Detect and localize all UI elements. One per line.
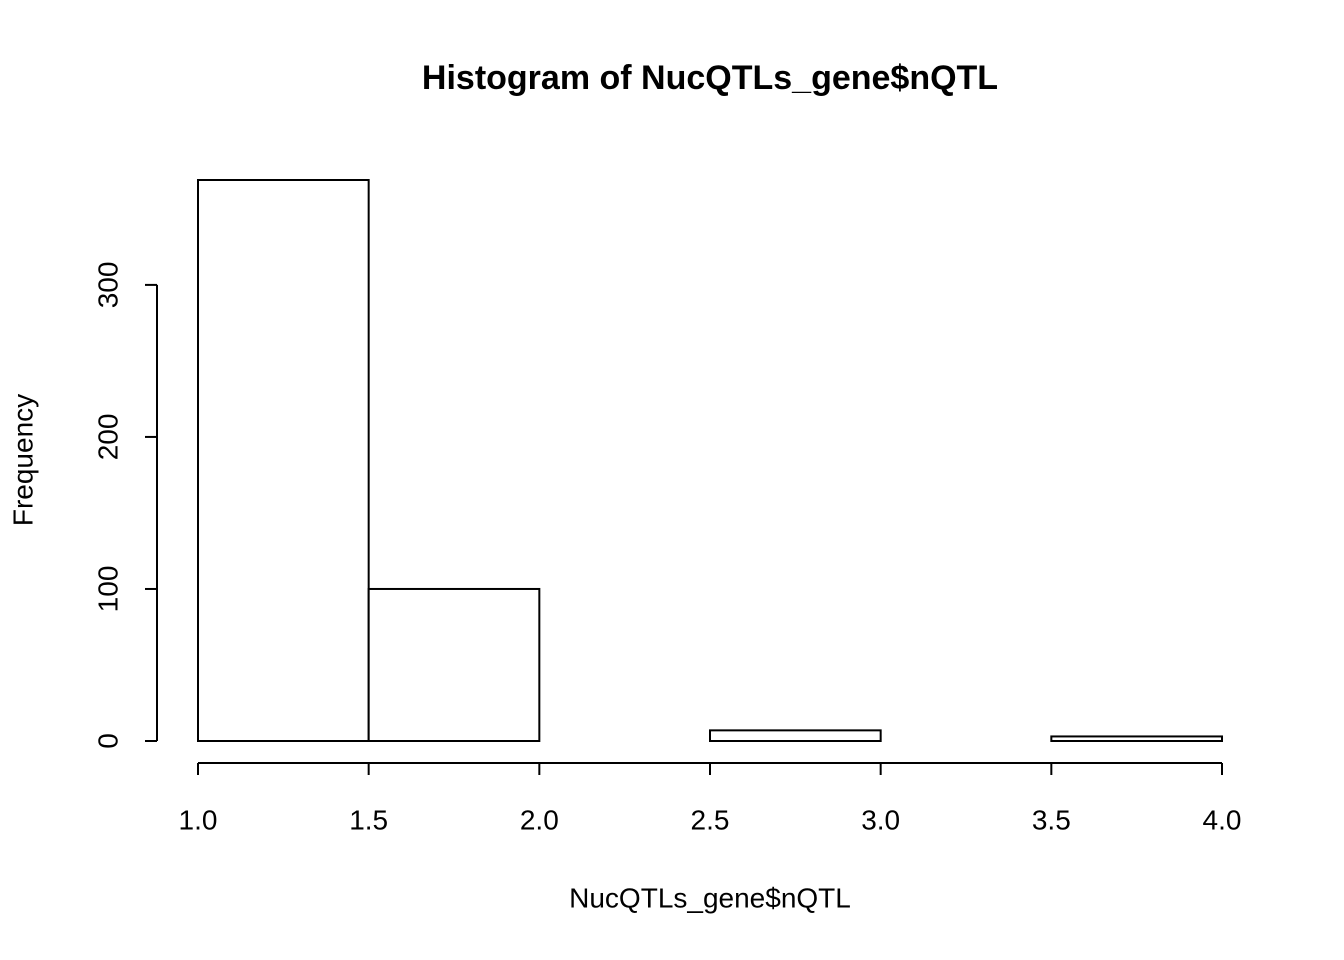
x-tick-label: 1.0 — [179, 804, 218, 835]
bar — [367, 587, 541, 742]
y-tick-label: 300 — [92, 262, 123, 309]
y-tick-label: 100 — [92, 566, 123, 613]
chart-title: Histogram of NucQTLs_gene$nQTL — [422, 59, 998, 97]
x-axis-label: NucQTLs_gene$nQTL — [569, 882, 851, 913]
x-tick-label: 3.5 — [1032, 804, 1071, 835]
y-axis-label: Frequency — [7, 394, 38, 526]
bar — [709, 729, 882, 743]
x-tick-label: 1.5 — [349, 804, 388, 835]
bar — [197, 179, 370, 742]
y-tick-label: 200 — [92, 414, 123, 461]
x-tick-label: 4.0 — [1203, 804, 1242, 835]
x-tick-label: 2.0 — [520, 804, 559, 835]
y-tick-label: 0 — [92, 733, 123, 749]
x-tick-label: 3.0 — [861, 804, 900, 835]
bar — [1050, 735, 1224, 743]
x-tick-label: 2.5 — [691, 804, 730, 835]
